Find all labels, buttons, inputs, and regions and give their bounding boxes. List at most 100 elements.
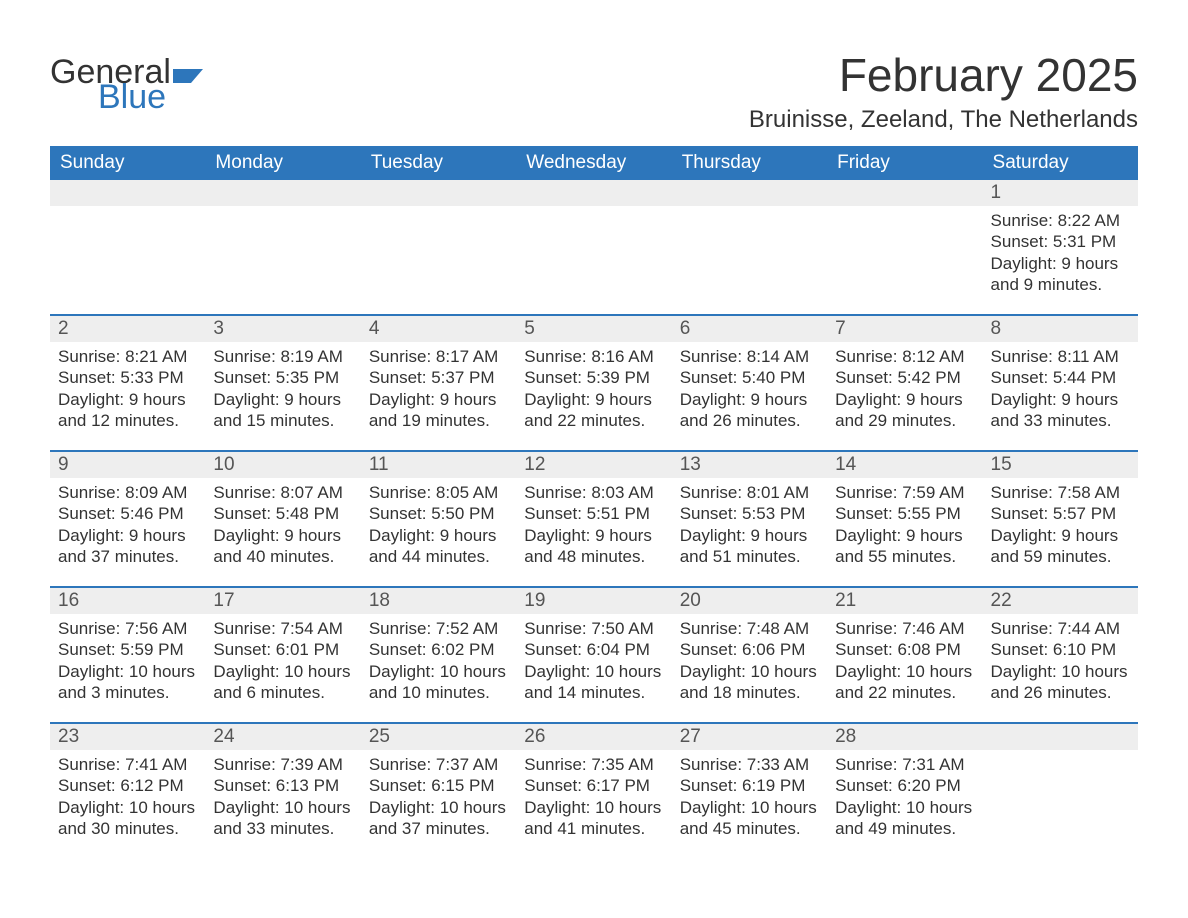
daylight-text-2: and 14 minutes.: [524, 682, 663, 703]
sunset-text: Sunset: 6:01 PM: [213, 639, 352, 660]
daylight-text-1: Daylight: 10 hours: [835, 661, 974, 682]
daylight-text-2: and 41 minutes.: [524, 818, 663, 839]
weekday-header: Monday: [205, 146, 360, 180]
sunrise-text: Sunrise: 8:14 AM: [680, 346, 819, 367]
daylight-text-2: and 33 minutes.: [991, 410, 1130, 431]
day-number: 12: [516, 452, 671, 478]
calendar-day-cell: 26Sunrise: 7:35 AMSunset: 6:17 PMDayligh…: [516, 724, 671, 859]
day-number: 23: [50, 724, 205, 750]
day-details: Sunrise: 7:54 AMSunset: 6:01 PMDaylight:…: [205, 614, 360, 713]
daylight-text-1: Daylight: 9 hours: [58, 389, 197, 410]
calendar-week-row: 23Sunrise: 7:41 AMSunset: 6:12 PMDayligh…: [50, 724, 1138, 859]
calendar-day-cell: 24Sunrise: 7:39 AMSunset: 6:13 PMDayligh…: [205, 724, 360, 859]
calendar-empty-cell: [827, 180, 982, 315]
day-details: Sunrise: 7:31 AMSunset: 6:20 PMDaylight:…: [827, 750, 982, 849]
day-number-bar: [50, 180, 205, 206]
daylight-text-2: and 45 minutes.: [680, 818, 819, 839]
daylight-text-2: and 40 minutes.: [213, 546, 352, 567]
calendar-day-cell: 17Sunrise: 7:54 AMSunset: 6:01 PMDayligh…: [205, 588, 360, 723]
sunset-text: Sunset: 5:40 PM: [680, 367, 819, 388]
daylight-text-2: and 44 minutes.: [369, 546, 508, 567]
day-number: 7: [827, 316, 982, 342]
daylight-text-2: and 37 minutes.: [58, 546, 197, 567]
day-details: Sunrise: 7:44 AMSunset: 6:10 PMDaylight:…: [983, 614, 1138, 713]
daylight-text-2: and 15 minutes.: [213, 410, 352, 431]
daylight-text-2: and 49 minutes.: [835, 818, 974, 839]
daylight-text-2: and 48 minutes.: [524, 546, 663, 567]
daylight-text-1: Daylight: 9 hours: [991, 525, 1130, 546]
weekday-header: Saturday: [983, 146, 1138, 180]
day-details: Sunrise: 8:17 AMSunset: 5:37 PMDaylight:…: [361, 342, 516, 441]
sunrise-text: Sunrise: 7:46 AM: [835, 618, 974, 639]
daylight-text-1: Daylight: 9 hours: [680, 389, 819, 410]
day-details: Sunrise: 7:58 AMSunset: 5:57 PMDaylight:…: [983, 478, 1138, 577]
sunrise-text: Sunrise: 8:03 AM: [524, 482, 663, 503]
calendar-day-cell: 5Sunrise: 8:16 AMSunset: 5:39 PMDaylight…: [516, 316, 671, 451]
calendar-empty-cell: [983, 724, 1138, 859]
day-number-bar: [983, 724, 1138, 750]
day-number: 22: [983, 588, 1138, 614]
day-number-bar: [516, 180, 671, 206]
calendar-empty-cell: [672, 180, 827, 315]
sunset-text: Sunset: 6:04 PM: [524, 639, 663, 660]
day-details: Sunrise: 8:14 AMSunset: 5:40 PMDaylight:…: [672, 342, 827, 441]
day-number: 10: [205, 452, 360, 478]
day-details: Sunrise: 8:07 AMSunset: 5:48 PMDaylight:…: [205, 478, 360, 577]
daylight-text-2: and 59 minutes.: [991, 546, 1130, 567]
weekday-header: Thursday: [672, 146, 827, 180]
calendar-day-cell: 23Sunrise: 7:41 AMSunset: 6:12 PMDayligh…: [50, 724, 205, 859]
calendar-week-row: 9Sunrise: 8:09 AMSunset: 5:46 PMDaylight…: [50, 452, 1138, 587]
sunset-text: Sunset: 5:57 PM: [991, 503, 1130, 524]
calendar-day-cell: 18Sunrise: 7:52 AMSunset: 6:02 PMDayligh…: [361, 588, 516, 723]
daylight-text-2: and 12 minutes.: [58, 410, 197, 431]
daylight-text-1: Daylight: 10 hours: [369, 797, 508, 818]
day-number: 13: [672, 452, 827, 478]
day-details: Sunrise: 8:12 AMSunset: 5:42 PMDaylight:…: [827, 342, 982, 441]
calendar-week-row: 2Sunrise: 8:21 AMSunset: 5:33 PMDaylight…: [50, 316, 1138, 451]
sunrise-text: Sunrise: 8:09 AM: [58, 482, 197, 503]
sunset-text: Sunset: 5:37 PM: [369, 367, 508, 388]
day-number-bar: [672, 180, 827, 206]
daylight-text-1: Daylight: 10 hours: [991, 661, 1130, 682]
daylight-text-1: Daylight: 9 hours: [369, 525, 508, 546]
daylight-text-2: and 6 minutes.: [213, 682, 352, 703]
day-details: Sunrise: 8:05 AMSunset: 5:50 PMDaylight:…: [361, 478, 516, 577]
daylight-text-1: Daylight: 9 hours: [369, 389, 508, 410]
daylight-text-1: Daylight: 10 hours: [213, 661, 352, 682]
day-number: 27: [672, 724, 827, 750]
day-number: 26: [516, 724, 671, 750]
sunset-text: Sunset: 6:02 PM: [369, 639, 508, 660]
daylight-text-2: and 9 minutes.: [991, 274, 1130, 295]
daylight-text-2: and 29 minutes.: [835, 410, 974, 431]
daylight-text-1: Daylight: 9 hours: [680, 525, 819, 546]
sunrise-text: Sunrise: 7:50 AM: [524, 618, 663, 639]
sunset-text: Sunset: 5:48 PM: [213, 503, 352, 524]
daylight-text-1: Daylight: 9 hours: [524, 525, 663, 546]
location-subtitle: Bruinisse, Zeeland, The Netherlands: [749, 106, 1138, 134]
daylight-text-1: Daylight: 9 hours: [58, 525, 197, 546]
sunset-text: Sunset: 5:51 PM: [524, 503, 663, 524]
sunset-text: Sunset: 5:59 PM: [58, 639, 197, 660]
sunrise-text: Sunrise: 7:37 AM: [369, 754, 508, 775]
sunrise-text: Sunrise: 7:56 AM: [58, 618, 197, 639]
daylight-text-2: and 10 minutes.: [369, 682, 508, 703]
calendar-day-cell: 20Sunrise: 7:48 AMSunset: 6:06 PMDayligh…: [672, 588, 827, 723]
sunset-text: Sunset: 6:12 PM: [58, 775, 197, 796]
daylight-text-1: Daylight: 10 hours: [58, 661, 197, 682]
daylight-text-2: and 26 minutes.: [991, 682, 1130, 703]
sunset-text: Sunset: 6:20 PM: [835, 775, 974, 796]
calendar-day-cell: 25Sunrise: 7:37 AMSunset: 6:15 PMDayligh…: [361, 724, 516, 859]
day-details: Sunrise: 8:21 AMSunset: 5:33 PMDaylight:…: [50, 342, 205, 441]
day-details: Sunrise: 8:03 AMSunset: 5:51 PMDaylight:…: [516, 478, 671, 577]
daylight-text-2: and 18 minutes.: [680, 682, 819, 703]
day-number: 25: [361, 724, 516, 750]
day-details: Sunrise: 7:41 AMSunset: 6:12 PMDaylight:…: [50, 750, 205, 849]
title-block: February 2025 Bruinisse, Zeeland, The Ne…: [749, 40, 1138, 146]
sunset-text: Sunset: 6:19 PM: [680, 775, 819, 796]
daylight-text-2: and 19 minutes.: [369, 410, 508, 431]
calendar-day-cell: 21Sunrise: 7:46 AMSunset: 6:08 PMDayligh…: [827, 588, 982, 723]
calendar-day-cell: 10Sunrise: 8:07 AMSunset: 5:48 PMDayligh…: [205, 452, 360, 587]
daylight-text-1: Daylight: 9 hours: [835, 389, 974, 410]
daylight-text-1: Daylight: 9 hours: [991, 253, 1130, 274]
day-number: 21: [827, 588, 982, 614]
